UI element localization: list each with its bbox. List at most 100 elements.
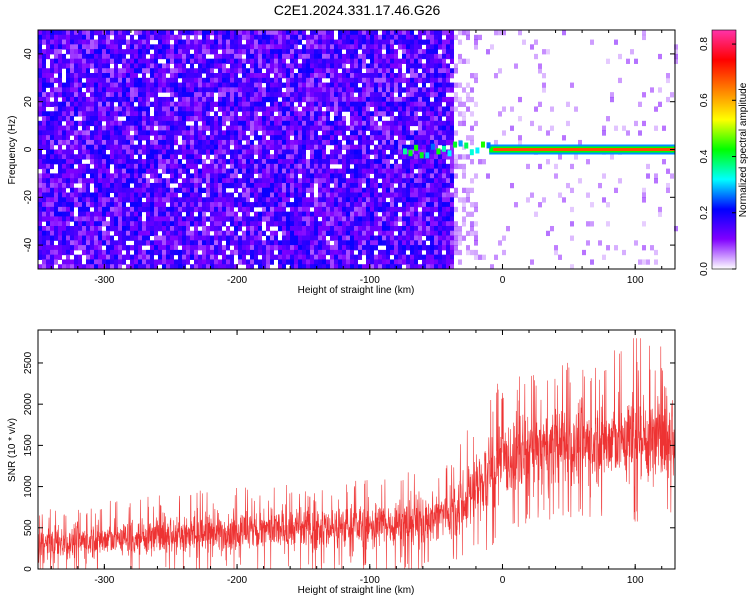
spectrogram-cell	[322, 116, 326, 122]
spectrogram-cell	[298, 116, 302, 122]
spectrogram-cell	[274, 87, 278, 93]
spectrogram-cell	[386, 178, 390, 184]
spectrogram-cell	[138, 68, 142, 74]
spectrogram-cell	[86, 225, 90, 232]
spectrogram-cell	[110, 154, 114, 160]
spectrogram-cell	[206, 96, 210, 103]
spectrogram-cell	[170, 235, 174, 241]
spectrogram-cell	[218, 240, 222, 246]
spectrogram-cell	[350, 92, 354, 98]
spectrogram-cell	[222, 264, 226, 270]
spectrogram-cell	[322, 264, 326, 270]
spectrogram-cell	[378, 106, 382, 112]
spectrogram-cell	[390, 182, 394, 189]
spectrogram-cell	[414, 264, 418, 270]
spectrogram-cell	[270, 187, 274, 194]
spectrogram-cell	[450, 53, 454, 60]
spectrogram-cell	[422, 206, 426, 213]
spectrogram-cell	[322, 87, 326, 93]
spectrogram-cell	[282, 216, 286, 222]
spectrogram-cell	[386, 44, 390, 50]
spectrogram-cell	[222, 111, 226, 117]
spectrogram-cell	[42, 216, 46, 222]
spectrogram-cell	[270, 111, 274, 117]
spectrogram-cell	[50, 68, 54, 74]
spectrogram-cell	[150, 240, 154, 246]
spectrogram-cell	[450, 149, 454, 155]
spectrogram-cell	[398, 144, 402, 150]
spectrogram-cell	[182, 235, 186, 241]
spectrogram-cell	[410, 87, 414, 93]
spectrogram-cell	[322, 197, 326, 203]
spectrogram-cell	[142, 240, 146, 246]
spectrogram-cell	[142, 192, 146, 198]
spectrogram-cell	[378, 58, 382, 64]
spectrogram-cell	[222, 235, 226, 241]
spectrogram-cell	[442, 149, 446, 155]
spectrogram-cell	[118, 58, 122, 64]
spectrogram-cell	[262, 202, 266, 208]
spectrogram-cell	[390, 116, 394, 122]
spectrogram-cell	[114, 197, 118, 203]
spectrogram-cell	[306, 58, 310, 64]
spectrogram-cell	[206, 87, 210, 93]
spectrogram-cell	[322, 68, 326, 74]
spectrogram-cell	[262, 206, 266, 213]
spectrogram-cell	[186, 221, 190, 227]
spectrogram-cell	[458, 120, 462, 127]
spectrogram-cell	[238, 120, 242, 127]
spectrogram-cell	[382, 34, 386, 41]
spectrogram-cell	[362, 163, 366, 170]
spectrogram-cell	[198, 245, 202, 251]
spectrogram-cell	[438, 206, 442, 213]
spectrogram-cell	[226, 139, 230, 146]
spectrogram-cell	[386, 34, 390, 41]
spectrogram-cell	[86, 73, 90, 79]
spectrogram-cell	[430, 264, 434, 270]
spectrogram-cell	[86, 254, 90, 260]
spectrogram-cell	[302, 192, 306, 198]
spectrogram-cell	[78, 120, 82, 127]
spectrogram-cell	[90, 216, 94, 222]
spectrogram-cell	[350, 230, 354, 237]
spectrogram-cell	[54, 125, 58, 131]
spectrogram-cell	[238, 34, 242, 41]
spectrogram-cell	[274, 82, 278, 88]
spectrogram-cell	[242, 77, 246, 84]
spectrogram-cell	[374, 202, 378, 208]
spectrogram-cell	[98, 149, 102, 155]
spectrogram-cell	[330, 264, 334, 270]
spectrogram-cell	[130, 92, 134, 98]
spectrogram-cell	[70, 154, 74, 160]
spectrogram-cell	[46, 96, 50, 103]
spectrogram-cell	[374, 44, 378, 50]
spectrogram-cell	[162, 182, 166, 189]
spectrogram-cell	[326, 173, 330, 179]
spectrogram-cell	[274, 120, 278, 127]
spectrogram-cell	[134, 225, 138, 232]
spectrogram-cell	[86, 87, 90, 93]
spectrogram-cell	[402, 245, 406, 251]
spectrogram-cell	[106, 163, 110, 170]
spectrogram-cell	[110, 225, 114, 232]
spectrogram-cell	[310, 154, 314, 160]
spectrogram-cell	[366, 202, 370, 208]
spectrogram-cell	[294, 235, 298, 241]
spectrogram-cell	[166, 254, 170, 260]
spectrogram-cell	[162, 125, 166, 131]
spectrogram-cell	[114, 249, 118, 256]
spectrogram-cell	[262, 120, 266, 127]
spectrogram-cell	[46, 225, 50, 232]
spectrogram-cell	[110, 254, 114, 260]
spectrogram-cell	[330, 202, 334, 208]
spectrogram-cell	[438, 120, 442, 127]
spectrogram-cell	[174, 163, 178, 170]
spectrogram-cell	[330, 30, 334, 36]
spectrogram-cell	[274, 39, 278, 45]
spectrogram-cell	[382, 259, 386, 265]
spectrogram-cell	[342, 44, 346, 50]
spectrogram-cell	[150, 73, 154, 79]
spectrogram-cell	[462, 30, 466, 36]
spectrogram-cell	[166, 245, 170, 251]
spectrogram-cell	[378, 44, 382, 50]
